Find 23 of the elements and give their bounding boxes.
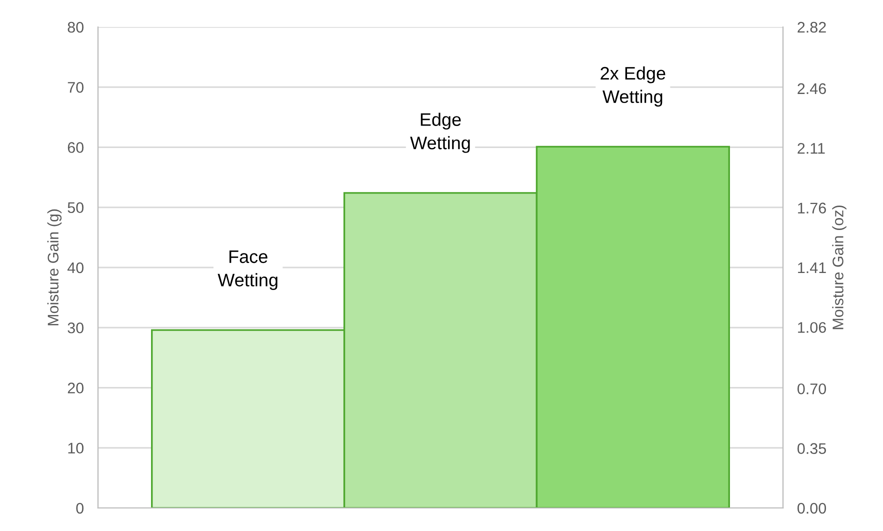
x-tick-label: Edge Wetting [410,112,470,153]
y2-tick-label: 0.35 [797,443,826,454]
y-tick-label: 80 [68,22,84,33]
y2-tick-label: 2.82 [798,22,826,33]
y-tick-label: 60 [68,142,84,153]
y-tick-label: 40 [67,262,84,274]
y2-tick-label: 1.06 [798,322,826,333]
y2-tick-label: 2.46 [798,83,826,94]
y-tick-label: 10 [68,442,84,454]
y2-tick-label: 0.00 [797,502,826,514]
y2-axis-title: Moisture Gain (oz) [832,206,846,330]
y2-tick-label: 2.11 [798,142,825,154]
y-tick-label: 50 [68,202,84,214]
y2-tick-label: 1.41 [798,262,826,274]
y-tick-label: 30 [68,322,84,334]
y-tick-label: 20 [68,382,84,394]
y-tick-label: 70 [68,82,84,93]
x-tick-label: Face Wetting [218,250,278,290]
y-axis-title: Moisture Gain (g) [47,209,62,326]
x-tick-label: 2x Edge Wetting [600,66,666,107]
y2-tick-label: 1.76 [798,202,826,214]
y-tick-label: 0 [76,502,84,514]
y2-tick-label: 0.70 [797,383,826,394]
